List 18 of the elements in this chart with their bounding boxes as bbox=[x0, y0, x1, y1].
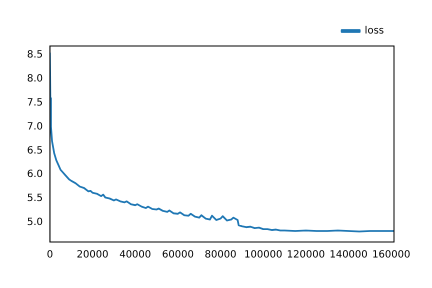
y-tick-label: 8.0 bbox=[26, 74, 43, 85]
y-tick-label: 5.0 bbox=[26, 216, 43, 228]
legend-label: loss bbox=[364, 26, 384, 37]
y-tick-label: 8.5 bbox=[26, 50, 43, 61]
x-tick-label: 120000 bbox=[286, 250, 325, 261]
y-tick-label: 7.0 bbox=[26, 121, 43, 132]
y-tick-label: 6.0 bbox=[26, 169, 43, 180]
x-tick-label: 160000 bbox=[372, 250, 410, 261]
y-tick-label: 7.5 bbox=[26, 97, 43, 108]
x-tick-label: 60000 bbox=[162, 250, 194, 261]
x-tick-label: 80000 bbox=[204, 250, 236, 261]
x-tick-label: 140000 bbox=[329, 250, 368, 261]
y-tick-label: 6.5 bbox=[26, 145, 43, 156]
x-tick-label: 100000 bbox=[244, 250, 282, 261]
y-tick-label: 5.5 bbox=[26, 193, 43, 204]
x-tick-label: 0 bbox=[46, 250, 54, 261]
x-tick-label: 40000 bbox=[119, 250, 152, 261]
x-tick-label: 20000 bbox=[76, 250, 108, 261]
